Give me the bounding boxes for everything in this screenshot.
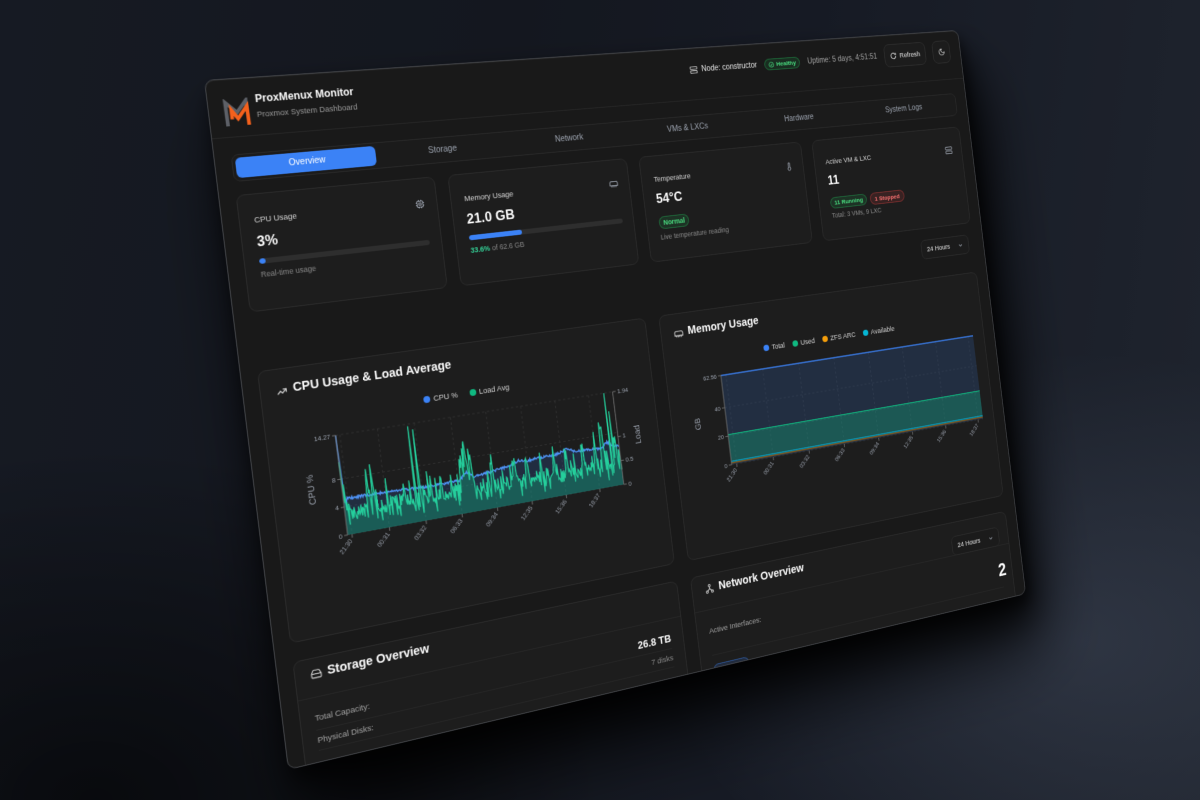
svg-text:20: 20 (718, 434, 725, 441)
svg-text:0: 0 (628, 480, 632, 487)
svg-text:18:37: 18:37 (588, 492, 601, 508)
svg-text:1.94: 1.94 (617, 387, 629, 395)
svg-text:18:37: 18:37 (969, 423, 980, 438)
svg-text:06:33: 06:33 (450, 518, 465, 535)
svg-text:12:35: 12:35 (520, 505, 534, 522)
svg-text:GB: GB (693, 417, 703, 430)
svg-text:15:36: 15:36 (936, 429, 947, 444)
svg-text:8: 8 (332, 477, 337, 484)
svg-text:21:30: 21:30 (726, 467, 738, 483)
svg-text:15:36: 15:36 (555, 498, 569, 514)
svg-text:62.56: 62.56 (703, 374, 717, 382)
svg-text:40: 40 (714, 406, 721, 413)
svg-text:06:33: 06:33 (834, 447, 846, 462)
svg-text:CPU %: CPU % (305, 473, 319, 505)
svg-text:21:30: 21:30 (339, 538, 354, 555)
svg-text:09:34: 09:34 (869, 441, 880, 456)
svg-text:1: 1 (622, 433, 626, 440)
svg-text:03:32: 03:32 (799, 454, 811, 469)
svg-text:09:34: 09:34 (485, 511, 499, 528)
svg-text:Load: Load (633, 424, 644, 444)
svg-text:0: 0 (338, 533, 343, 540)
svg-text:14.27: 14.27 (313, 433, 330, 442)
svg-text:12:35: 12:35 (903, 435, 914, 450)
svg-text:4: 4 (335, 505, 340, 512)
svg-text:0: 0 (724, 463, 728, 469)
svg-text:03:32: 03:32 (414, 524, 429, 541)
svg-text:00:31: 00:31 (763, 460, 775, 475)
svg-text:0.5: 0.5 (625, 456, 634, 463)
svg-text:00:31: 00:31 (377, 531, 392, 548)
